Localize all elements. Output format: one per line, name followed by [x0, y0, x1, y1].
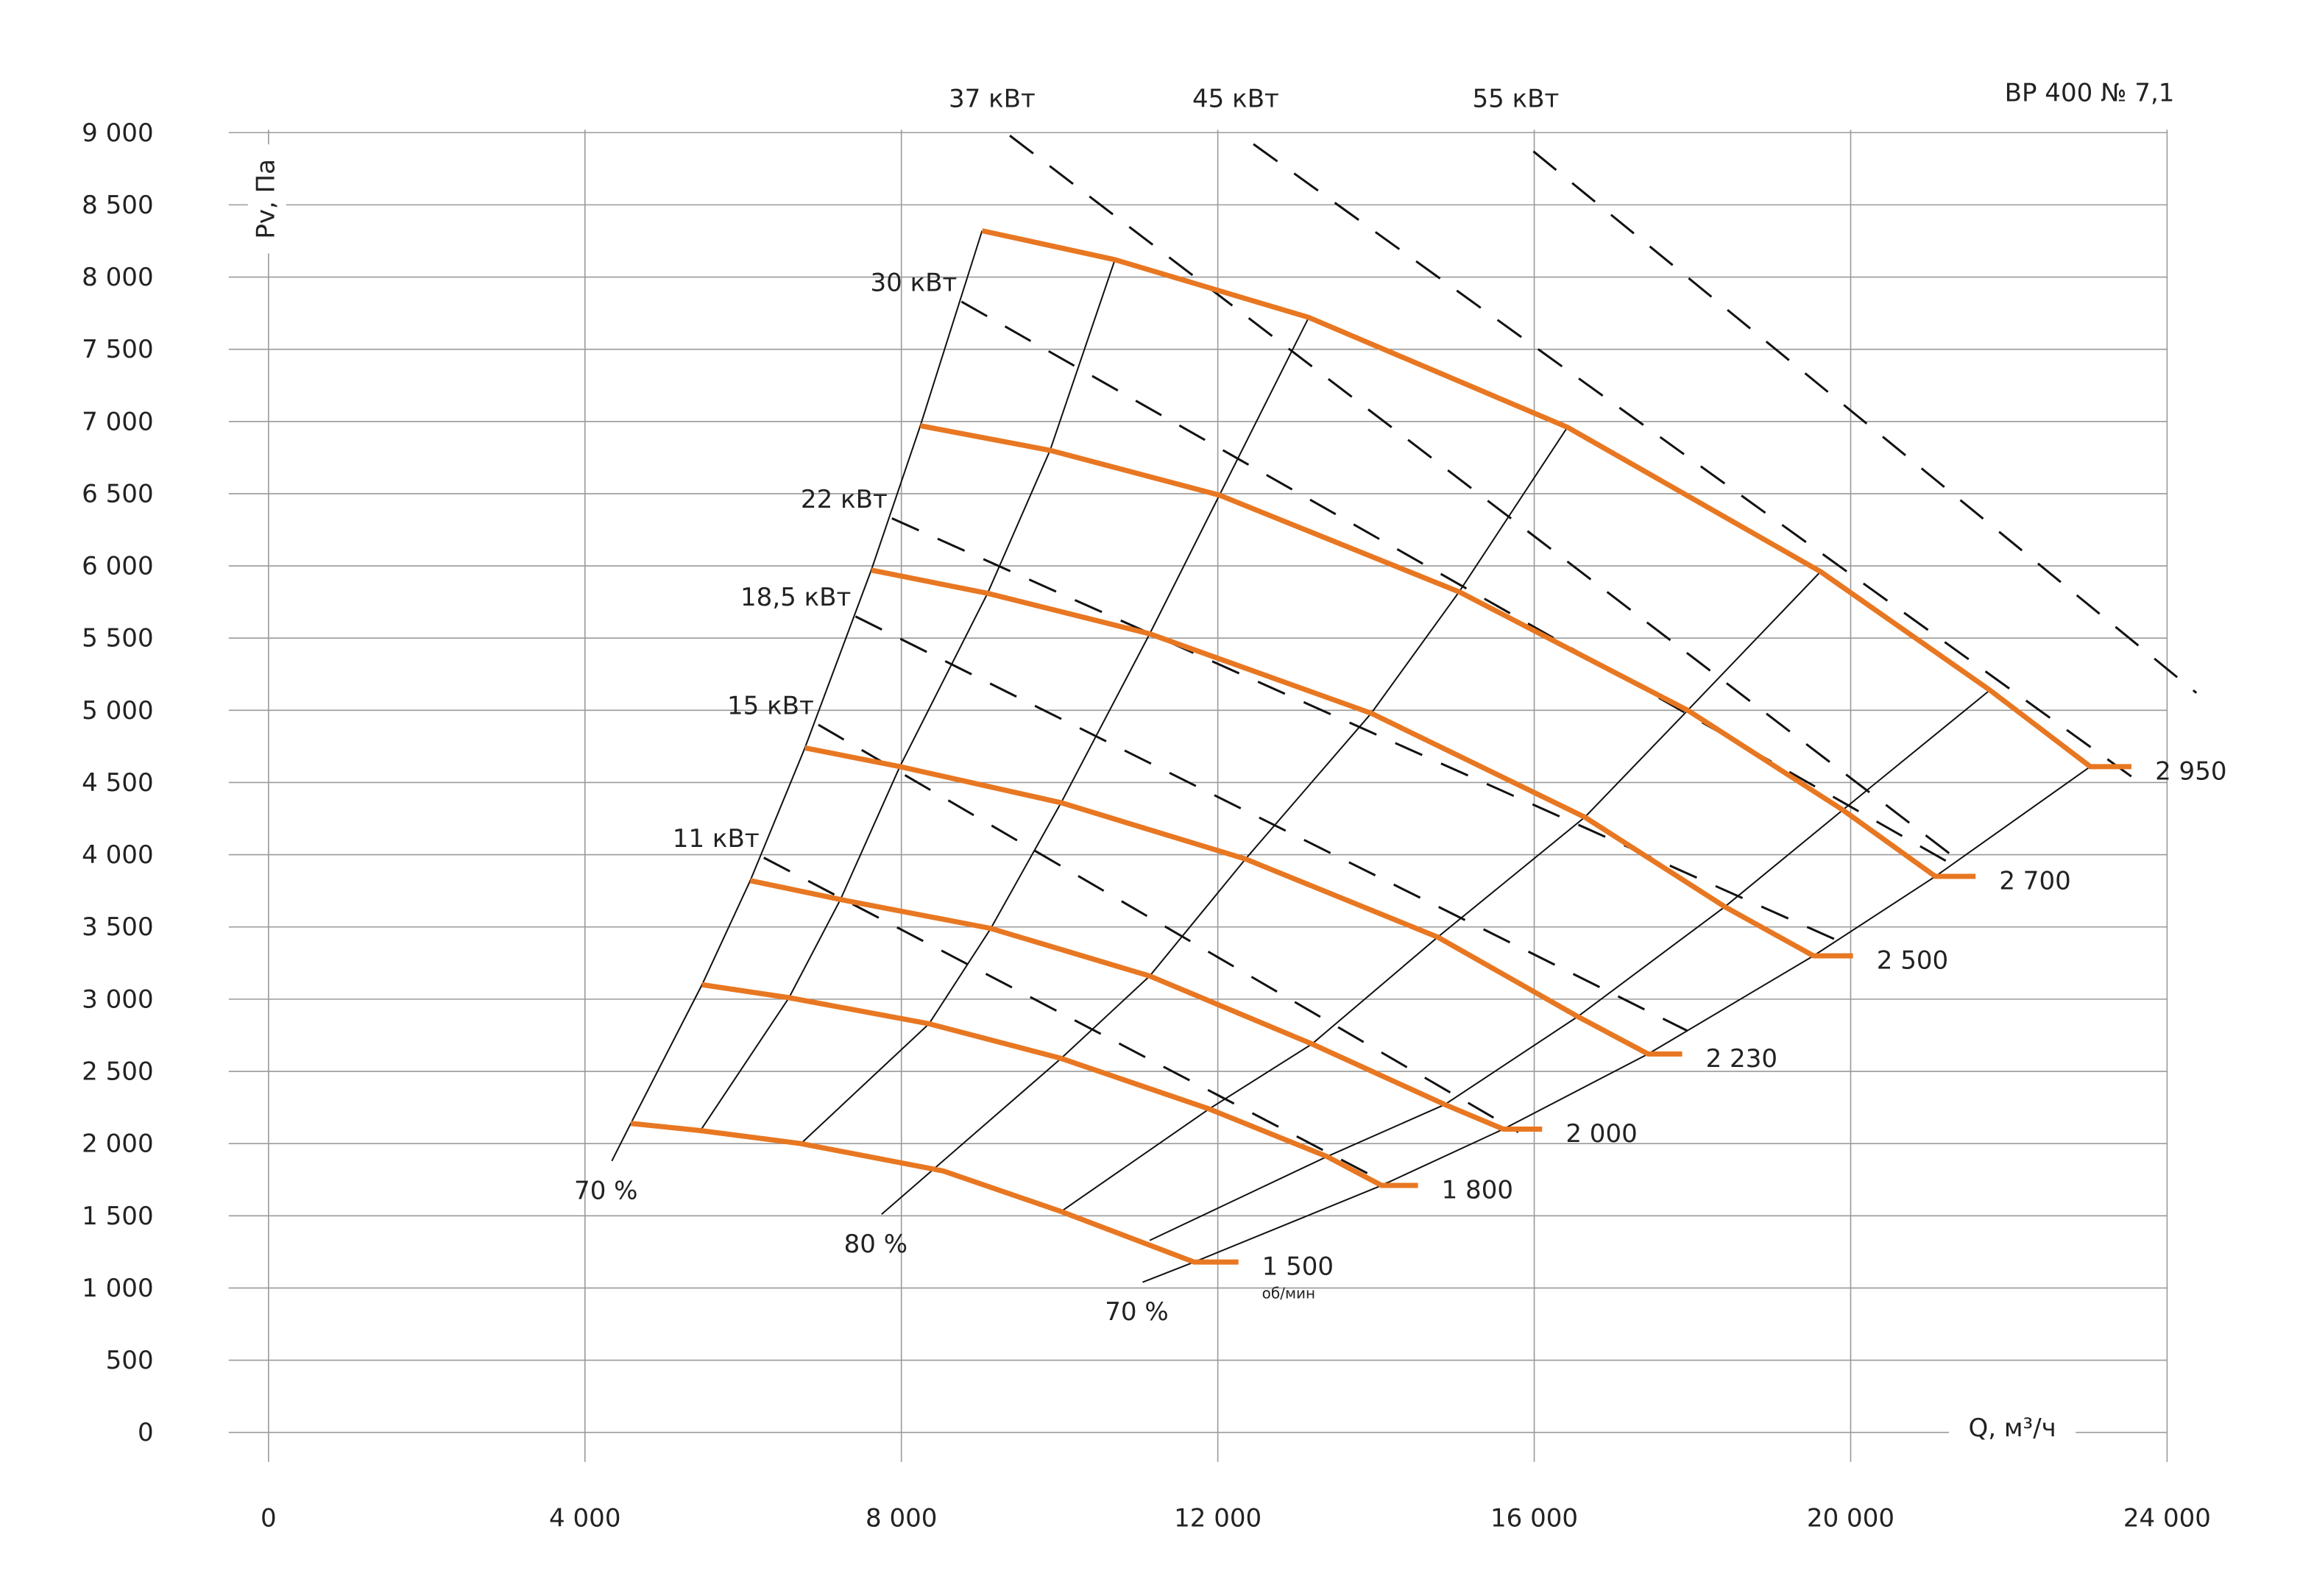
y-tick-label: 4 000 [82, 840, 153, 870]
power-line [960, 300, 1961, 870]
power-label: 30 кВт [871, 268, 958, 297]
power-line [1009, 135, 1961, 863]
y-tick-label: 6 500 [82, 479, 153, 508]
power-line [763, 856, 1394, 1188]
speed-curve [701, 982, 1418, 1188]
speed-label: 2 230 [1706, 1044, 1777, 1074]
y-tick-label: 8 500 [82, 191, 153, 220]
x-tick-label: 20 000 [1807, 1503, 1894, 1533]
y-tick-label: 2 000 [82, 1129, 153, 1159]
efficiency-label: 80 % [844, 1230, 907, 1259]
power-line [1532, 150, 2198, 694]
x-tick-label: 24 000 [2123, 1503, 2211, 1533]
speed-curve [871, 567, 1853, 959]
label-bg [247, 144, 286, 254]
power-line [818, 723, 1519, 1133]
x-tick-label: 0 [261, 1503, 277, 1533]
speed-curve [804, 745, 1682, 1057]
x-axis-label: Q, м³/ч [1968, 1414, 2056, 1443]
power-label: 15 кВт [727, 691, 814, 720]
y-tick-label: 9 000 [82, 118, 153, 148]
power-label: 55 кВт [1473, 85, 1560, 114]
power-label: 45 кВт [1192, 85, 1279, 114]
y-tick-label: 5 500 [82, 624, 153, 653]
power-label: 11 кВт [673, 824, 760, 854]
efficiency-label: 70 % [574, 1176, 637, 1205]
speed-curve [749, 878, 1543, 1132]
y-tick-label: 3 500 [82, 912, 153, 942]
y-tick-label: 0 [138, 1418, 154, 1447]
speed-unit: об/мин [1262, 1285, 1316, 1302]
y-tick-label: 1 000 [82, 1274, 153, 1303]
power-line [891, 517, 1844, 944]
efficiency-line [611, 230, 983, 1162]
efficiency-line [1142, 766, 2091, 1283]
y-tick-label: 7 500 [82, 335, 153, 364]
label-bg [1949, 1411, 2076, 1450]
x-tick-label: 8 000 [866, 1503, 937, 1533]
y-tick-label: 7 000 [82, 407, 153, 436]
y-tick-label: 8 000 [82, 263, 153, 292]
speed-label: 1 800 [1442, 1176, 1513, 1205]
efficiency-line [1149, 689, 1991, 1241]
speed-label: 1 500 [1262, 1252, 1334, 1282]
efficiency-line [881, 427, 1568, 1216]
x-tick-label: 4 000 [549, 1503, 620, 1533]
power-label: 18,5 кВт [740, 583, 851, 612]
power-line [1253, 143, 2139, 782]
speed-curve [630, 1121, 1239, 1265]
speed-label: 2 500 [1877, 946, 1948, 976]
speed-curve [919, 423, 1976, 879]
y-axis-label: Pv, Па [251, 159, 280, 239]
y-tick-label: 5 000 [82, 696, 153, 726]
chart-title: ВР 400 № 7,1 [2005, 79, 2175, 108]
x-tick-label: 12 000 [1174, 1503, 1262, 1533]
power-label: 22 кВт [801, 485, 888, 514]
efficiency-label: 70 % [1105, 1297, 1168, 1327]
y-tick-label: 6 000 [82, 552, 153, 581]
x-tick-label: 16 000 [1490, 1503, 1578, 1533]
speed-label: 2 700 [1999, 867, 2070, 896]
y-tick-label: 500 [106, 1346, 154, 1375]
y-tick-label: 2 500 [82, 1057, 153, 1087]
y-tick-label: 4 500 [82, 768, 153, 798]
power-line [854, 615, 1688, 1032]
y-tick-label: 3 000 [82, 985, 153, 1014]
speed-label: 2 000 [1565, 1119, 1637, 1149]
y-tick-label: 1 500 [82, 1202, 153, 1231]
speed-curve [981, 228, 2131, 770]
efficiency-line [800, 316, 1310, 1144]
power-label: 37 кВт [949, 85, 1036, 114]
speed-label: 2 950 [2155, 756, 2226, 786]
